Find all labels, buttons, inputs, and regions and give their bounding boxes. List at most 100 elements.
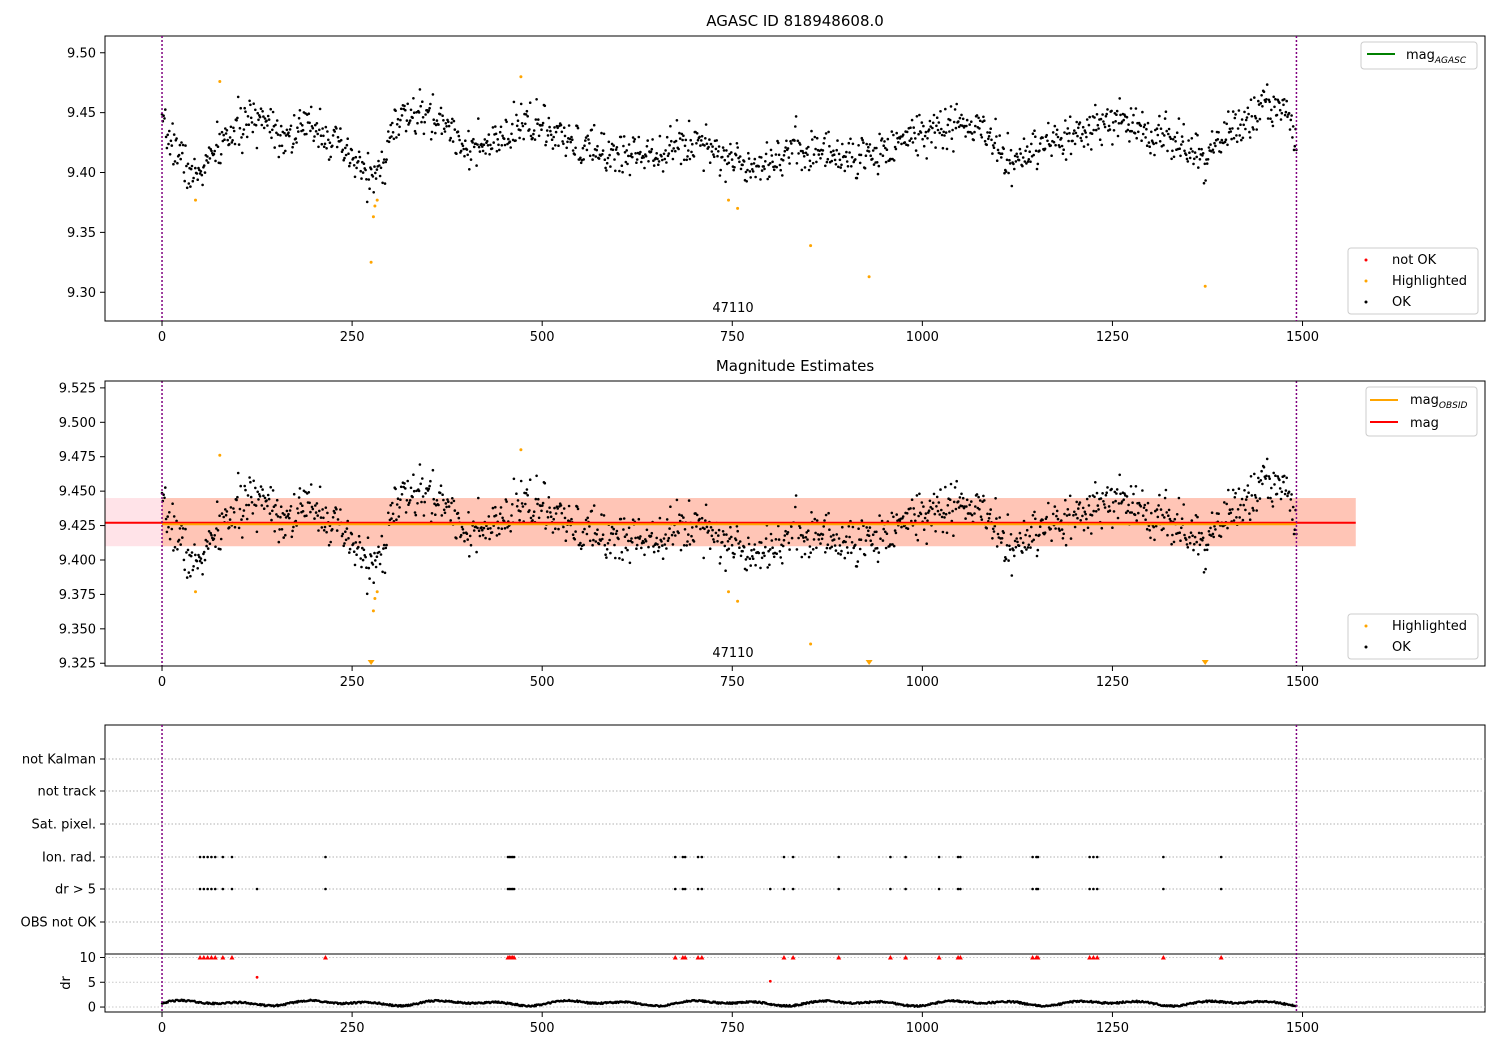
ok-point [696, 138, 700, 142]
ok-point [1111, 501, 1115, 504]
ok-point [1179, 154, 1182, 158]
y-tick-label: 9.50 [67, 46, 96, 61]
ok-point [1213, 141, 1216, 145]
ok-point [557, 527, 560, 531]
ok-point [707, 145, 710, 149]
ok-point [924, 512, 928, 515]
ok-point [699, 144, 702, 147]
ok-point [1168, 517, 1172, 521]
ok-point [450, 501, 453, 505]
ok-point [1290, 493, 1293, 496]
ok-point [844, 540, 847, 544]
ok-point [343, 542, 346, 545]
highlighted-point [375, 198, 379, 202]
ok-point [411, 495, 414, 499]
ok-point [468, 534, 472, 538]
ok-point [1212, 535, 1215, 539]
dr-clipped-marker [220, 954, 226, 960]
ok-point [665, 161, 668, 164]
ok-point [1279, 118, 1283, 121]
ok-point [1200, 147, 1203, 151]
ok-point [815, 546, 818, 550]
ok-point [389, 123, 393, 127]
ok-point [968, 123, 971, 126]
ok-point [344, 146, 347, 150]
ok-point [604, 166, 607, 170]
flag-category-label: OBS not OK [21, 916, 97, 931]
ok-point [412, 489, 416, 493]
ok-point [396, 497, 400, 501]
ok-point [1190, 519, 1194, 522]
ok-point [584, 139, 587, 142]
dr-clipped-marker [1090, 954, 1096, 960]
flag-point [1162, 887, 1165, 891]
ok-point [279, 124, 283, 128]
ok-point [339, 127, 342, 130]
ok-point [1016, 540, 1019, 544]
ok-point [682, 134, 685, 137]
ok-point [1192, 162, 1195, 166]
legend-highlighted-label: Highlighted [1392, 619, 1467, 634]
ok-point [520, 122, 524, 125]
ok-point [418, 463, 422, 466]
ok-point [183, 179, 186, 183]
ok-point [397, 515, 401, 518]
ok-point [1013, 154, 1017, 158]
ok-point [441, 493, 444, 497]
ok-point [948, 498, 952, 502]
ok-point [1027, 158, 1031, 161]
ok-point [440, 132, 444, 135]
ok-point [314, 130, 318, 133]
ok-point [672, 147, 675, 150]
ok-point [478, 534, 482, 538]
ok-point [429, 102, 432, 106]
ok-point [1062, 148, 1065, 151]
ok-point [366, 536, 370, 539]
ok-point [439, 484, 443, 488]
ok-point [316, 514, 320, 517]
ok-point [461, 528, 465, 531]
ok-point [1034, 517, 1037, 521]
ok-point [872, 549, 876, 553]
ok-point [276, 515, 280, 518]
ok-point [208, 542, 212, 545]
ok-point [554, 130, 558, 134]
ok-point [406, 479, 410, 483]
ok-point [258, 495, 262, 498]
ok-point [1018, 531, 1022, 535]
ok-point [1148, 145, 1151, 148]
ok-point [1119, 492, 1122, 496]
ok-point [429, 479, 432, 483]
ok-point [1285, 476, 1288, 480]
ok-point [469, 543, 473, 547]
ok-point [545, 140, 548, 143]
ok-point [1276, 475, 1280, 478]
ok-point [582, 158, 585, 161]
x-tick-label: 1250 [1096, 330, 1129, 345]
ok-point [983, 499, 986, 502]
ok-point [560, 511, 564, 515]
ok-point [875, 546, 879, 550]
ok-point [428, 106, 431, 110]
ok-point [670, 149, 674, 153]
ok-point [1234, 491, 1237, 495]
ok-point [1045, 515, 1048, 519]
ok-point [723, 158, 727, 162]
ok-point [991, 537, 994, 540]
ok-point [1058, 529, 1061, 532]
ok-point [1240, 118, 1244, 121]
ok-point [643, 166, 646, 170]
ok-point [820, 537, 824, 541]
ok-point [331, 144, 334, 148]
ok-point [1156, 515, 1160, 519]
ok-point [929, 505, 932, 509]
ok-point [1251, 506, 1254, 510]
ok-point [605, 169, 608, 172]
ok-point [1286, 494, 1289, 498]
ok-point [953, 486, 957, 489]
ok-point [1047, 121, 1050, 125]
ok-point [747, 542, 751, 546]
ok-point [689, 138, 692, 142]
ok-point [1077, 126, 1080, 130]
ok-point [498, 148, 501, 152]
